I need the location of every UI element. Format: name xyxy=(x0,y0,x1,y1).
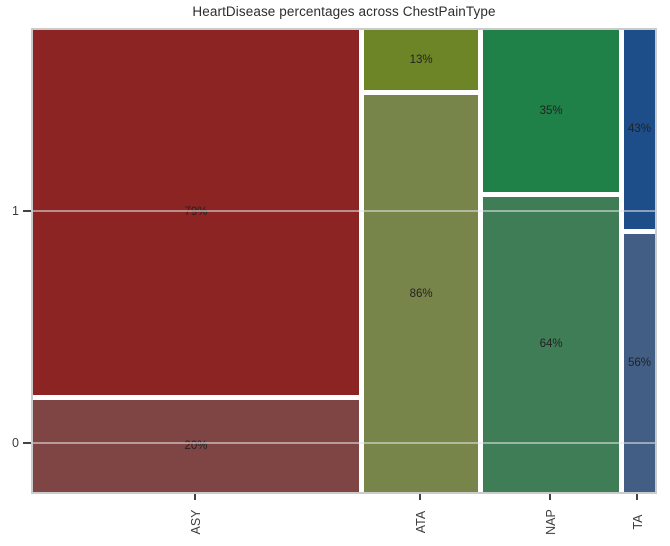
percent-label-ata-hd0: 86% xyxy=(409,287,433,300)
chart-title: HeartDisease percentages across ChestPai… xyxy=(192,4,496,19)
x-tick-mark-ata xyxy=(419,494,421,500)
segment-ta-hd1: 43% xyxy=(623,30,655,229)
y-tick-mark-0 xyxy=(23,442,31,444)
x-axis-label-asy: ASY xyxy=(189,509,203,535)
segment-asy-hd0: 20% xyxy=(33,399,359,492)
x-axis-label-ata: ATA xyxy=(414,510,428,534)
segment-nap-hd0: 64% xyxy=(483,196,619,492)
x-tick-mark-nap xyxy=(549,494,551,500)
percent-label-asy-hd1: 79% xyxy=(184,206,208,219)
plot-area: 79% 20% 13% 86% 35% 64% xyxy=(31,28,657,494)
segment-ta-hd0: 56% xyxy=(623,233,655,492)
segment-ata-hd0: 86% xyxy=(363,95,479,492)
x-axis-label-nap: NAP xyxy=(544,509,558,535)
x-tick-mark-asy xyxy=(194,494,196,500)
percent-label-nap-hd0: 64% xyxy=(539,338,563,351)
column-nap: 35% 64% xyxy=(483,30,619,492)
percent-label-asy-hd0: 20% xyxy=(184,439,208,452)
percent-label-nap-hd1: 35% xyxy=(539,104,563,117)
column-asy: 79% 20% xyxy=(33,30,359,492)
percent-label-ata-hd1: 13% xyxy=(409,54,433,66)
mosaic-columns: 79% 20% 13% 86% 35% 64% xyxy=(33,30,655,492)
percent-label-ta-hd1: 43% xyxy=(627,123,651,136)
segment-nap-hd1: 35% xyxy=(483,30,619,192)
x-tick-mark-ta xyxy=(636,494,638,500)
y-tick-label-0: 0 xyxy=(12,436,19,450)
x-axis-label-ta: TA xyxy=(631,514,645,530)
column-ata: 13% 86% xyxy=(363,30,479,492)
percent-label-ta-hd0: 56% xyxy=(627,356,651,369)
column-ta: 43% 56% xyxy=(623,30,655,492)
y-tick-mark-1 xyxy=(23,210,31,212)
segment-ata-hd1: 13% xyxy=(363,30,479,91)
y-tick-label-1: 1 xyxy=(12,204,19,218)
segment-asy-hd1: 79% xyxy=(33,30,359,395)
